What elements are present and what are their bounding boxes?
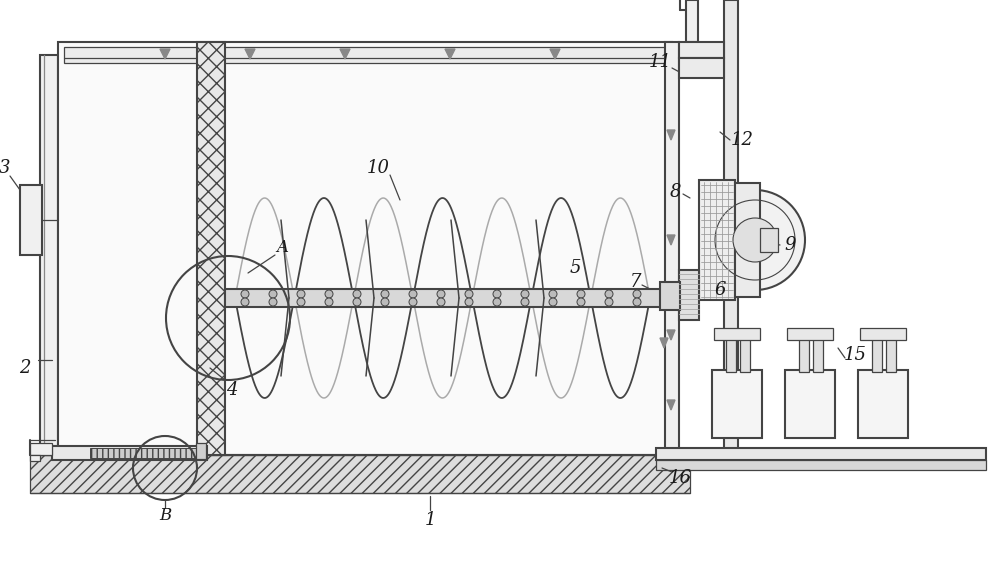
Text: 8: 8 [669,183,681,201]
Polygon shape [667,330,675,340]
Bar [20,185,42,255]
Text: 2: 2 [19,359,31,377]
Bar [740,338,750,372]
Bar [860,328,906,340]
Bar [714,328,760,340]
Text: A: A [276,239,288,256]
Bar [699,180,735,300]
Polygon shape [667,400,675,410]
Circle shape [325,290,333,298]
Bar [686,0,698,42]
Polygon shape [445,49,455,59]
Circle shape [493,290,501,298]
Bar [787,328,833,340]
Bar [197,42,225,455]
Bar [64,47,672,63]
Circle shape [521,290,529,298]
Text: B: B [159,508,171,525]
Circle shape [577,298,585,306]
Circle shape [437,290,445,298]
Bar [656,448,986,460]
Circle shape [381,290,389,298]
Bar [712,370,762,438]
Bar [724,0,738,460]
Bar [196,443,206,459]
Text: 1: 1 [424,511,436,529]
Text: 10: 10 [366,159,390,177]
Bar [30,443,52,455]
Text: 4: 4 [226,381,238,399]
Circle shape [633,298,641,306]
Circle shape [705,190,805,290]
Bar [30,455,690,493]
Circle shape [605,290,613,298]
Bar [40,55,58,455]
Circle shape [269,298,277,306]
Circle shape [577,290,585,298]
Circle shape [437,298,445,306]
Bar [656,460,986,470]
Circle shape [605,298,613,306]
Bar [679,270,699,320]
Bar [660,282,680,310]
Circle shape [465,290,473,298]
Circle shape [465,298,473,306]
Circle shape [297,298,305,306]
Bar [679,42,724,58]
Bar [225,289,665,307]
Text: 5: 5 [569,259,581,277]
Circle shape [493,298,501,306]
Polygon shape [660,338,668,348]
Text: 16: 16 [668,469,692,487]
Polygon shape [160,49,170,59]
Bar [760,228,778,252]
Polygon shape [667,235,675,245]
Circle shape [521,298,529,306]
Circle shape [353,290,361,298]
Bar [90,448,200,458]
Polygon shape [550,49,560,59]
Polygon shape [340,49,350,59]
Text: 11: 11 [648,53,672,71]
Circle shape [549,298,557,306]
Bar [735,183,760,297]
Circle shape [297,290,305,298]
Circle shape [241,290,249,298]
Text: 15: 15 [844,346,866,364]
Polygon shape [245,49,255,59]
Circle shape [325,298,333,306]
Circle shape [241,298,249,306]
Text: 9: 9 [784,236,796,254]
Bar [726,338,736,372]
Bar [799,338,809,372]
Circle shape [269,290,277,298]
Circle shape [409,290,417,298]
Text: 7: 7 [630,273,642,291]
Bar [30,455,40,461]
Bar [886,338,896,372]
Text: 6: 6 [714,281,726,299]
Text: 3: 3 [0,159,11,177]
Circle shape [409,298,417,306]
Circle shape [633,290,641,298]
Circle shape [733,218,777,262]
Bar [58,42,672,455]
Bar [872,338,882,372]
Bar [665,42,679,455]
Polygon shape [667,130,675,140]
Bar [813,338,823,372]
Text: 12: 12 [730,131,754,149]
Circle shape [381,298,389,306]
Circle shape [549,290,557,298]
Circle shape [353,298,361,306]
Bar [52,446,207,460]
Bar [858,370,908,438]
Bar [679,58,724,78]
Bar [785,370,835,438]
